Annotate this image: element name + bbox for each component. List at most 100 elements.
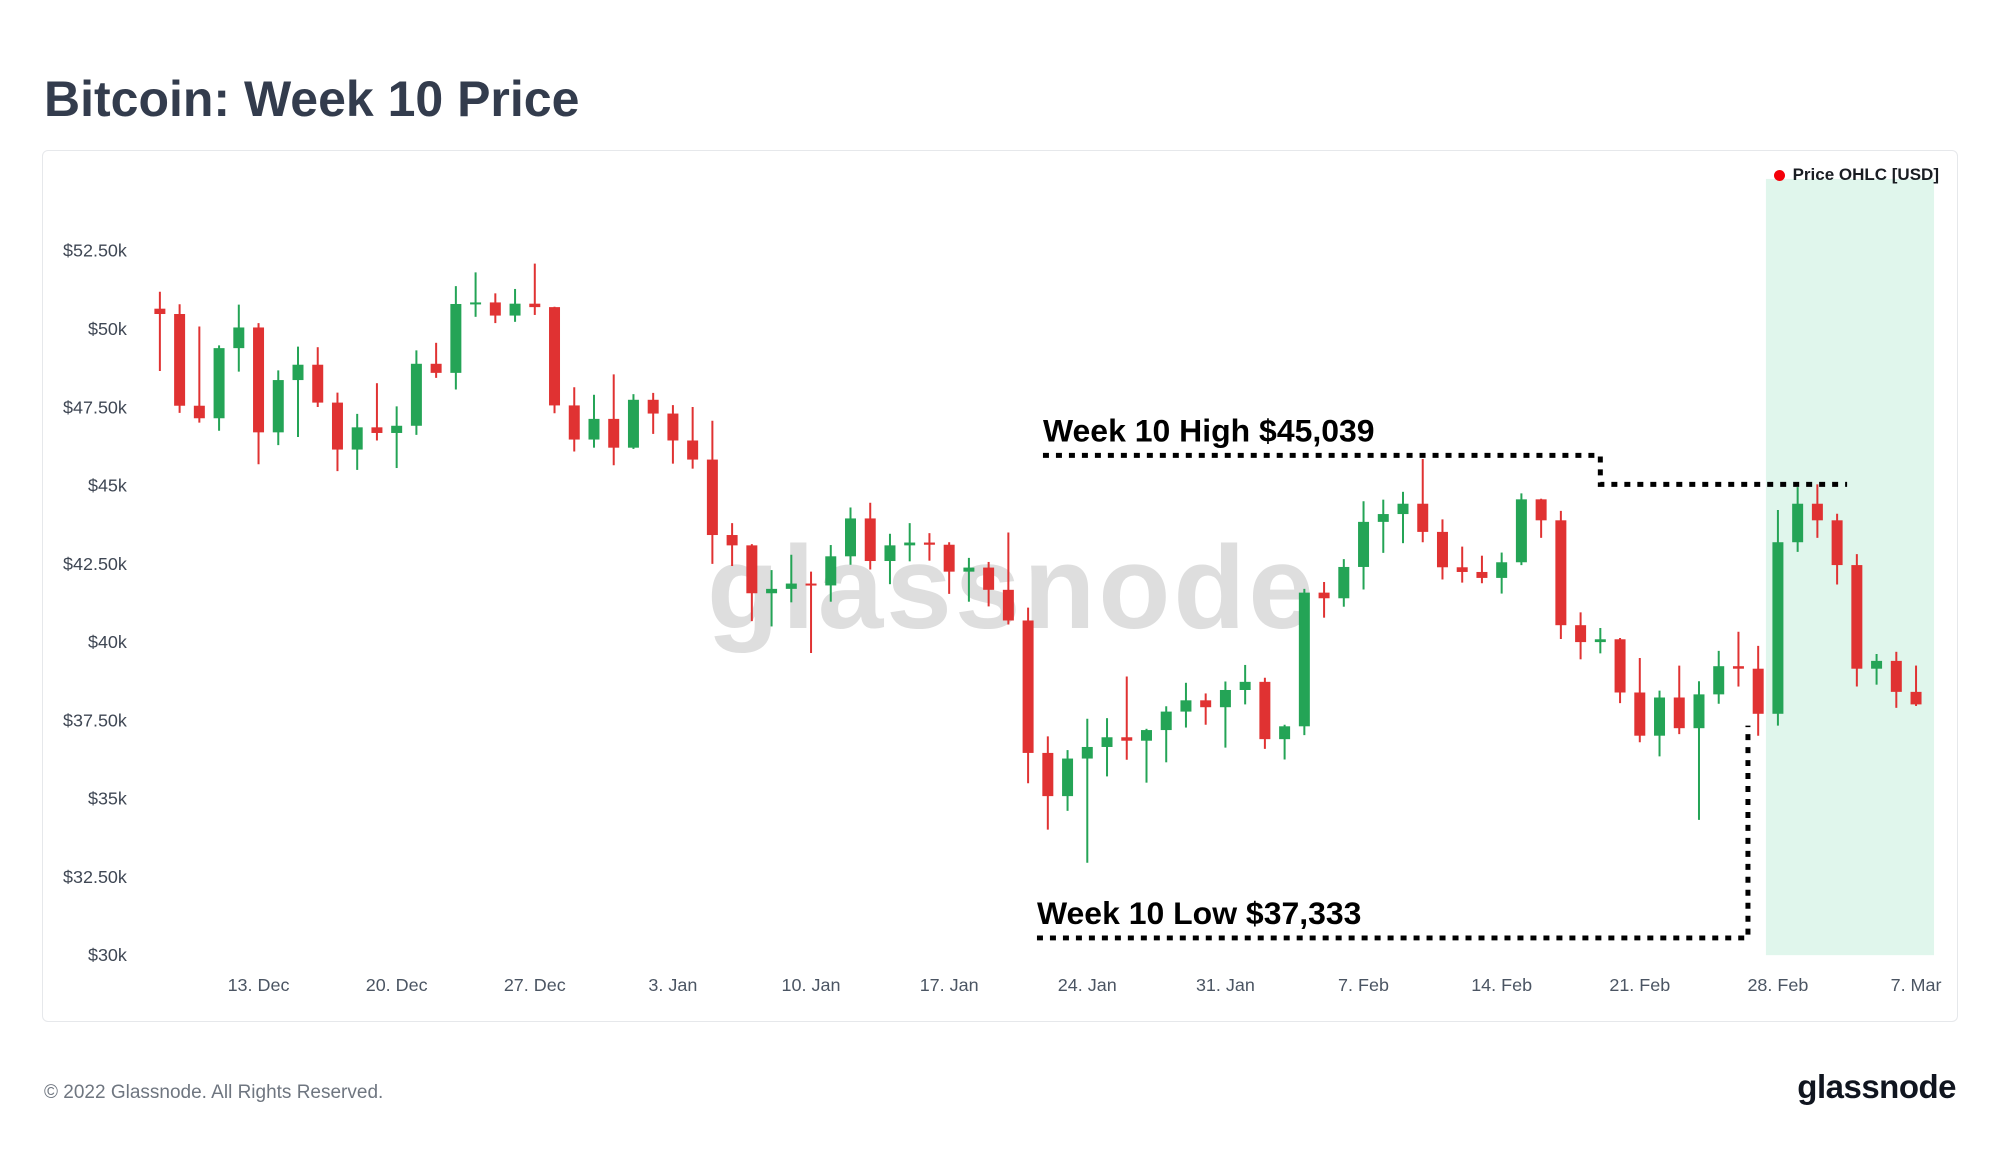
candle-body bbox=[1397, 503, 1409, 515]
watermark: glassnode bbox=[707, 521, 1317, 653]
candle-body bbox=[1417, 503, 1429, 532]
candle-body bbox=[1358, 521, 1370, 567]
candle-body bbox=[1456, 567, 1468, 572]
candle-body bbox=[687, 440, 699, 460]
candle-body bbox=[1180, 700, 1192, 712]
candle-body bbox=[746, 545, 758, 594]
candle-body bbox=[1200, 700, 1212, 708]
candle-body bbox=[233, 327, 245, 349]
x-axis-label: 27. Dec bbox=[504, 975, 566, 995]
candle-body bbox=[667, 413, 679, 441]
candle-body bbox=[1871, 660, 1883, 669]
x-axis-label: 7. Mar bbox=[1891, 975, 1942, 995]
candle-body bbox=[312, 364, 324, 403]
candle-body bbox=[766, 588, 778, 594]
candle-body bbox=[588, 418, 600, 440]
candle-body bbox=[1298, 592, 1310, 727]
y-axis-label: $47.50k bbox=[63, 397, 127, 417]
candle-body bbox=[825, 556, 837, 586]
candle-body bbox=[154, 308, 166, 315]
candle-body bbox=[568, 405, 580, 440]
candle-body bbox=[845, 518, 856, 557]
y-axis-label: $32.50k bbox=[63, 867, 127, 887]
page-title: Bitcoin: Week 10 Price bbox=[44, 70, 580, 127]
candle-body bbox=[1279, 726, 1291, 740]
candle-body bbox=[292, 364, 304, 381]
candle-body bbox=[1555, 520, 1567, 626]
legend-price-ohlc[interactable]: Price OHLC [USD] bbox=[1773, 165, 1939, 185]
y-axis-label: $52.50k bbox=[63, 241, 127, 261]
candle-body bbox=[410, 363, 422, 426]
candle-body bbox=[805, 583, 817, 586]
candle-body bbox=[489, 302, 501, 316]
x-axis-label: 28. Feb bbox=[1747, 975, 1808, 995]
candle-body bbox=[213, 348, 225, 419]
candle-body bbox=[1890, 660, 1902, 692]
candle-body bbox=[1535, 499, 1547, 521]
candle-body bbox=[785, 583, 797, 589]
candle-body bbox=[923, 542, 935, 545]
y-axis-label: $50k bbox=[88, 319, 127, 339]
candle-body bbox=[1042, 752, 1054, 797]
candle-body bbox=[272, 380, 284, 433]
x-axis-label: 21. Feb bbox=[1609, 975, 1670, 995]
candle-body bbox=[351, 427, 363, 450]
candle-body bbox=[1732, 666, 1744, 669]
candle-body bbox=[1259, 681, 1271, 740]
candle-body bbox=[1318, 592, 1330, 599]
candle-body bbox=[1831, 520, 1843, 566]
candle-body bbox=[706, 459, 718, 536]
candle-body bbox=[1496, 562, 1508, 578]
y-axis-label: $45k bbox=[88, 476, 127, 496]
candle-body bbox=[1634, 692, 1646, 736]
y-axis-label: $42.50k bbox=[63, 554, 127, 574]
footer-copyright: © 2022 Glassnode. All Rights Reserved. bbox=[44, 1082, 384, 1103]
chart-card: Price OHLC [USD] glassnode $52.50k $50k $47… bbox=[42, 150, 1958, 1022]
candle-body bbox=[608, 418, 620, 448]
x-axis-label: 3. Jan bbox=[648, 975, 697, 995]
candle-body bbox=[943, 544, 955, 572]
x-axis-label: 20. Dec bbox=[366, 975, 428, 995]
x-axis-label: 24. Jan bbox=[1058, 975, 1117, 995]
candle-body bbox=[1851, 565, 1863, 669]
x-axis-label: 7. Feb bbox=[1338, 975, 1389, 995]
week10-highlight-band bbox=[1765, 178, 1935, 956]
week10-high-line bbox=[1042, 452, 1848, 487]
candle-body bbox=[627, 399, 639, 448]
week10-low-label: Week 10 Low $37,333 bbox=[1037, 895, 1362, 931]
candle-body bbox=[450, 303, 462, 373]
candle-body bbox=[193, 405, 205, 419]
candle-body bbox=[1101, 737, 1113, 747]
x-axis-label: 13. Dec bbox=[228, 975, 290, 995]
candle-body bbox=[1140, 730, 1152, 741]
candle-body bbox=[983, 567, 995, 590]
y-axis-label: $40k bbox=[88, 632, 127, 652]
candle-body bbox=[1002, 589, 1014, 621]
candle-body bbox=[331, 402, 343, 450]
candle-body bbox=[726, 535, 738, 546]
legend-dot-icon bbox=[1773, 169, 1785, 181]
candle-body bbox=[1811, 503, 1823, 521]
x-axis-label: 31. Jan bbox=[1196, 975, 1255, 995]
y-axis-label: $30k bbox=[88, 945, 127, 965]
candle-body bbox=[1515, 499, 1527, 563]
candle-body bbox=[1693, 694, 1705, 729]
candle-body bbox=[1022, 620, 1034, 753]
candlestick-chart: glassnode $52.50k $50k $47.50k $45k $42.50k $4… bbox=[63, 178, 1942, 995]
candle-body bbox=[1160, 711, 1172, 731]
candle-body bbox=[1713, 666, 1725, 695]
y-axis-label: $37.50k bbox=[63, 710, 127, 730]
candle-body bbox=[1081, 746, 1093, 759]
x-axis-label: 10. Jan bbox=[782, 975, 841, 995]
candle-body bbox=[1436, 531, 1448, 568]
candle-body bbox=[904, 542, 916, 546]
candle-body bbox=[391, 425, 403, 433]
week10-low-line bbox=[1036, 725, 1751, 941]
candle-body bbox=[1121, 737, 1133, 741]
candle-body bbox=[963, 567, 975, 572]
candle-body bbox=[1772, 542, 1784, 714]
candle-body bbox=[1239, 681, 1251, 690]
candle-body bbox=[371, 427, 383, 433]
candle-body bbox=[529, 303, 541, 308]
